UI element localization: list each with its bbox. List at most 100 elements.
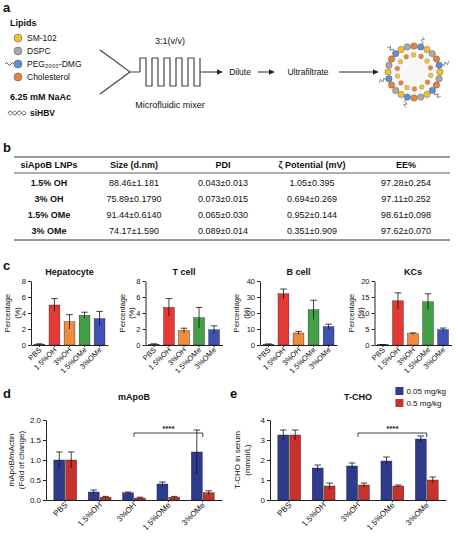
lipid-head: [386, 62, 392, 68]
panel-letter: d: [3, 386, 11, 401]
tick-mark: [99, 345, 100, 347]
y-tick: 20: [361, 277, 374, 286]
x-axis: PBS1.5%OH3%OH1.5%OMe3%OMe: [141, 345, 223, 375]
chart-title: mApoB: [118, 392, 150, 402]
error-bar: [151, 343, 157, 345]
table-rule: [14, 157, 450, 158]
tick-mark: [257, 297, 260, 298]
lipid-icon: [14, 60, 22, 68]
chart-title: T-CHO: [344, 392, 372, 402]
tick-mark: [28, 345, 31, 346]
axis-title: mApoB/mActin(Fold of change): [7, 431, 26, 490]
tick-mark: [358, 500, 359, 502]
tick-mark: [143, 281, 146, 282]
error-bar: [51, 299, 57, 312]
y-tick: 0.5: [30, 476, 46, 485]
tick-label: 0.5: [30, 476, 42, 485]
legend: 0.05 mg/kg0.5 mg/kg: [395, 387, 446, 408]
tick-label: 3%OMe: [404, 500, 431, 527]
table-cell: 97.62±0.070: [381, 226, 431, 236]
plot-area: [149, 299, 220, 345]
peg-tail: [421, 37, 425, 44]
tick-label: 3%OMe: [193, 345, 219, 371]
significance-label: ****: [386, 424, 399, 433]
y-tick: 1.0: [30, 456, 46, 465]
tick-mark: [28, 329, 31, 330]
tick-label: 5: [365, 325, 369, 334]
x-tick: 3%OMe: [78, 345, 104, 371]
tick-mark: [289, 500, 290, 502]
error-bar: [265, 343, 271, 345]
error-bar: [395, 293, 401, 309]
legend-label: Cholesterol: [27, 72, 70, 82]
lipid-head: [418, 94, 424, 100]
tick-mark: [257, 329, 260, 330]
x-axis: PBS1.5%OH3%OH1.5%OMe3%OMe: [255, 345, 337, 375]
tick-label: 1.5: [30, 436, 42, 445]
y-tick: 20: [247, 309, 260, 318]
y-tick: 4: [22, 309, 31, 318]
lipid-inner: [404, 54, 409, 59]
x-tick: 3%OMe: [180, 500, 207, 527]
y-tick: 1.5: [30, 436, 46, 445]
y-tick: 6: [22, 293, 31, 302]
axis-line: [270, 421, 271, 501]
panel-letter: b: [3, 140, 11, 155]
tick-label: 8: [22, 277, 26, 286]
y-axis: 010203040: [247, 277, 261, 350]
y-tick: 2.0: [30, 416, 46, 425]
y-tick: 5: [365, 325, 374, 334]
tick-mark: [298, 345, 299, 347]
y-tick: 6: [136, 293, 145, 302]
tick-mark: [202, 500, 203, 502]
tick-label: 3%OMe: [180, 500, 207, 527]
tick-label: 1.5%OH: [300, 500, 328, 528]
error-bar: [66, 315, 72, 329]
tick-mark: [43, 500, 46, 501]
tick-label: 20: [361, 277, 369, 286]
tick-label: 3%OMe: [78, 345, 104, 371]
y-tick: 15: [361, 293, 374, 302]
peg-tail: [387, 47, 393, 52]
tick-mark: [267, 420, 270, 421]
tick-label: 6: [22, 293, 26, 302]
y-tick: 4: [136, 309, 145, 318]
axis-title: T-CHO in serum(mmol/L): [233, 431, 252, 489]
bar: [438, 330, 449, 345]
process-arrow: [339, 72, 378, 73]
lipid-head: [418, 44, 424, 50]
bar: [323, 327, 334, 345]
chart-panel: T cellPercentage(%)02468PBS1.5%OH3%OH1.5…: [118, 267, 224, 375]
error-bar: [440, 328, 446, 331]
table-rule: [14, 240, 450, 241]
lipid-head: [398, 91, 404, 97]
lipid-inner: [419, 54, 424, 59]
chart-title: B cell: [286, 267, 310, 277]
bar: [358, 485, 369, 500]
tick-label: 2: [22, 325, 26, 334]
lipid-head: [404, 94, 410, 100]
tick-mark: [43, 460, 46, 461]
error-bar: [102, 496, 109, 498]
error-bar: [211, 326, 217, 334]
error-bar: [310, 300, 316, 319]
chart-title: Hepatocyte: [45, 267, 94, 277]
plot-area: [263, 289, 334, 345]
error-bar: [410, 333, 416, 335]
tick-label: 3%OH: [339, 500, 362, 523]
bar: [290, 435, 301, 500]
mixer-label: Microfluidic mixer: [135, 100, 205, 110]
lipid-tail: [5, 63, 14, 66]
tick-mark: [392, 500, 393, 502]
tick-mark: [313, 345, 314, 347]
legend-item: 0.5 mg/kg: [395, 399, 441, 408]
error-bar: [292, 430, 299, 440]
lipid-inner: [395, 74, 400, 79]
bar: [378, 344, 389, 345]
table-cell: 0.952±0.144: [287, 210, 337, 220]
tick-label: 1.0: [30, 456, 42, 465]
y-tick: 2: [22, 325, 31, 334]
bar: [123, 493, 134, 500]
tick-label: 10: [247, 325, 255, 334]
tick-mark: [372, 345, 375, 346]
